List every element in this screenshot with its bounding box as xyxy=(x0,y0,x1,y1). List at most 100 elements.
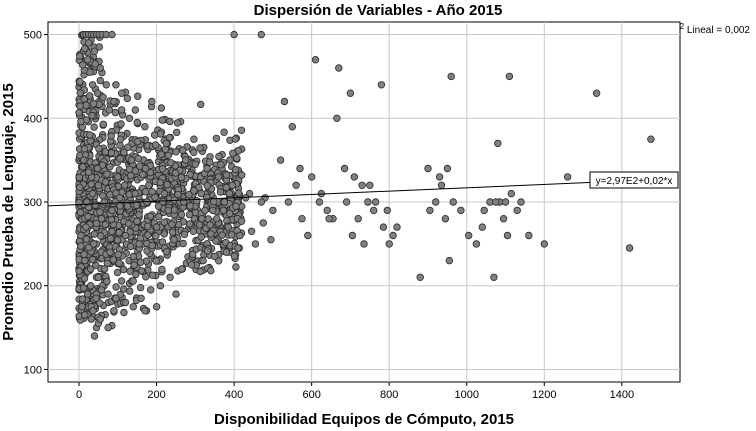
data-point xyxy=(292,181,300,189)
data-point xyxy=(110,307,118,315)
data-point xyxy=(383,206,391,215)
data-point xyxy=(114,173,122,181)
data-point xyxy=(228,181,236,189)
data-point xyxy=(342,198,351,206)
data-point xyxy=(193,197,201,205)
data-point xyxy=(113,236,122,244)
data-point xyxy=(156,178,164,187)
data-point xyxy=(156,130,165,138)
data-point xyxy=(166,117,174,126)
data-point xyxy=(210,252,219,261)
data-point xyxy=(449,198,457,206)
data-point xyxy=(79,61,87,69)
data-point xyxy=(190,187,198,195)
data-point xyxy=(106,248,114,256)
data-point xyxy=(162,247,171,256)
data-point xyxy=(257,198,265,206)
x-axis-label: Disponibilidad Equipos de Cómputo, 2015 xyxy=(214,411,514,428)
data-point xyxy=(127,156,136,164)
data-point xyxy=(237,126,246,134)
data-point xyxy=(172,128,181,137)
data-point xyxy=(360,240,368,248)
data-point xyxy=(115,259,123,267)
svg-text:R2 Lineal = 0,002: R2 Lineal = 0,002 xyxy=(672,22,750,36)
data-point xyxy=(158,198,167,206)
data-point xyxy=(96,76,104,85)
data-point xyxy=(276,156,285,164)
data-point xyxy=(90,332,99,340)
data-point xyxy=(196,144,204,152)
data-point xyxy=(158,238,167,246)
data-point xyxy=(86,282,95,290)
data-point xyxy=(377,81,386,89)
data-point xyxy=(164,206,172,215)
data-point xyxy=(97,214,106,223)
data-point xyxy=(129,252,137,261)
data-point xyxy=(540,240,548,248)
data-point xyxy=(364,198,372,206)
data-point xyxy=(133,137,142,146)
x-tick-label: 200 xyxy=(147,389,165,401)
data-point xyxy=(154,212,163,221)
data-point xyxy=(131,167,140,175)
data-point xyxy=(163,180,171,189)
data-point xyxy=(124,143,132,151)
data-point xyxy=(371,198,380,206)
data-point xyxy=(220,128,228,136)
r2-suffix: Lineal = 0,002 xyxy=(684,25,750,36)
data-point xyxy=(80,145,89,153)
data-point xyxy=(190,148,198,157)
data-point xyxy=(505,72,514,81)
data-point xyxy=(592,89,601,97)
x-tick-label: 1400 xyxy=(610,389,634,401)
data-point xyxy=(133,92,142,100)
data-point xyxy=(227,231,236,239)
data-point xyxy=(86,68,94,76)
data-point xyxy=(78,303,86,311)
data-point xyxy=(333,114,341,122)
data-point xyxy=(168,228,177,236)
data-point xyxy=(102,81,110,89)
data-point xyxy=(233,154,241,162)
data-point xyxy=(348,231,357,240)
data-point xyxy=(130,261,138,269)
data-point xyxy=(76,77,84,86)
data-point xyxy=(501,198,510,206)
data-point xyxy=(99,192,107,200)
data-point xyxy=(110,97,118,106)
data-point xyxy=(198,215,206,223)
data-point xyxy=(507,189,515,198)
data-point xyxy=(447,72,455,81)
data-point xyxy=(563,173,572,181)
data-point xyxy=(126,267,134,275)
data-point xyxy=(237,171,246,179)
data-point xyxy=(186,202,194,210)
data-point xyxy=(158,265,166,274)
data-point xyxy=(76,102,84,110)
data-point xyxy=(335,64,343,72)
data-point xyxy=(173,119,182,127)
data-point xyxy=(217,160,225,169)
data-point xyxy=(247,227,256,235)
data-point xyxy=(94,181,103,189)
data-point xyxy=(185,210,194,219)
x-axis-ticks: 0 200 400 600 800 1000 1200 1400 xyxy=(76,382,634,401)
data-point xyxy=(87,315,95,323)
data-point xyxy=(144,231,152,239)
data-point xyxy=(164,151,172,160)
data-point xyxy=(311,56,320,64)
data-point xyxy=(212,214,221,223)
data-point xyxy=(432,198,440,206)
data-point xyxy=(103,277,111,286)
data-point xyxy=(88,111,96,120)
data-point xyxy=(181,156,190,164)
data-point xyxy=(230,252,239,260)
data-point xyxy=(141,188,150,196)
data-point xyxy=(79,284,88,292)
data-point xyxy=(112,294,120,302)
data-point xyxy=(222,248,231,256)
data-point xyxy=(437,181,446,189)
data-point xyxy=(494,139,502,148)
data-point xyxy=(105,106,113,114)
data-point xyxy=(106,163,114,171)
